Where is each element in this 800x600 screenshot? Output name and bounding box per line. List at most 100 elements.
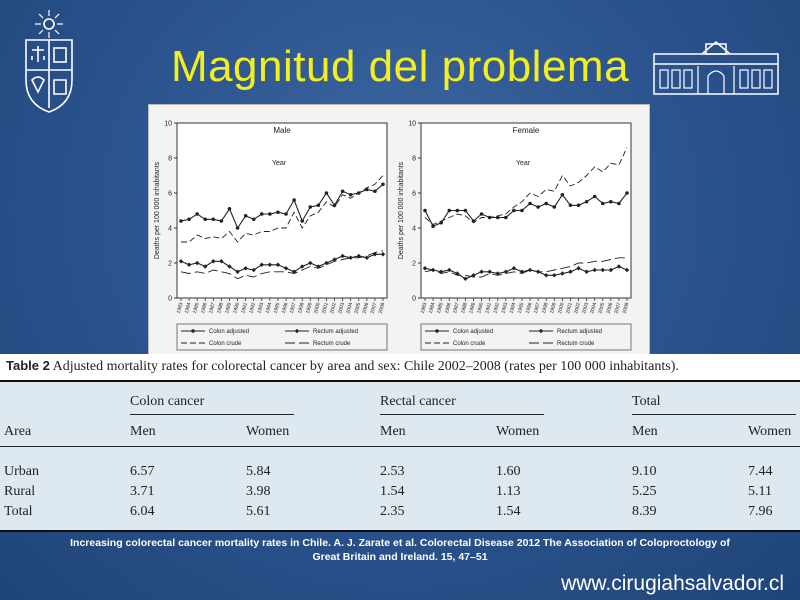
data-point [356,253,361,259]
header-rule [0,446,800,447]
website-url[interactable]: www.cirugiahsalvador.cl [561,572,784,595]
data-point [584,199,589,204]
data-point [576,266,581,271]
x-tick-label: 1988 [216,302,225,315]
x-tick-label: 1992 [248,302,257,315]
data-point [600,201,605,206]
data-point [487,269,492,274]
data-point [195,212,199,216]
table-cell: 3.71 [130,484,155,499]
x-tick-label: 2008 [378,302,387,315]
table-cell: 1.54 [380,484,405,499]
column-header: Men [632,424,658,439]
y-tick-label: 2 [168,261,172,268]
x-tick-label: 1993 [501,302,510,315]
data-point [495,271,500,276]
slide-title: Magnitud del problema [170,42,630,91]
group-rule-total [632,414,796,415]
data-point [447,267,452,273]
table-cell: Total [4,504,33,519]
y-tick-label: 8 [412,156,416,163]
chart-title: Male [273,126,291,135]
data-point [203,264,208,269]
column-header: Men [130,424,156,439]
x-tick-label: 2000 [313,302,322,315]
data-point [576,203,581,208]
data-point [300,219,304,223]
x-tick-label: 2006 [606,302,615,315]
legend-label: Rectum adjusted [313,329,358,335]
column-header: Women [748,424,792,439]
x-tick-label: 1991 [240,302,249,315]
x-tick-label: 2005 [598,302,607,315]
x-tick-label: 1987 [208,302,217,315]
data-point [251,217,256,222]
table-cell: 6.04 [130,504,155,519]
data-point [544,201,548,206]
x-tick-label: 1986 [200,302,209,315]
data-point [536,205,540,209]
x-tick-label: 1984 [428,302,437,315]
series-line [181,175,384,243]
x-tick-label: 2002 [573,302,582,315]
column-header: Women [496,424,540,439]
data-point [471,273,476,278]
data-point [211,217,216,222]
data-point [560,271,565,276]
group-header-colon: Colon cancer [130,394,205,409]
y-tick-label: 6 [412,191,416,198]
legend-label: Rectum crude [313,341,351,347]
x-tick-label: 2002 [329,302,338,315]
x-tick-label: 1998 [297,302,306,315]
data-point [219,259,224,264]
data-point [423,208,427,213]
data-point [504,215,508,220]
y-tick-label: 6 [168,191,172,198]
x-tick-label: 1997 [533,302,542,315]
data-point [194,260,200,266]
group-rule-rectal [380,414,544,415]
x-tick-label: 1983 [420,302,429,315]
x-tick-label: 2008 [622,302,631,315]
data-point [512,208,516,213]
table-caption-text: Adjusted mortality rates for colorectal … [52,359,679,374]
table-cell: 2.53 [380,464,405,479]
legend-box [420,323,632,351]
data-point [381,182,385,187]
x-tick-label: 2007 [370,302,379,315]
data-point [479,212,484,216]
data-point [528,201,532,206]
x-tick-label: 1988 [460,302,469,315]
data-point [243,266,248,271]
x-tick-label: 1985 [192,302,201,315]
x-tick-label: 1987 [452,302,461,315]
data-point [227,264,232,269]
x-tick-label: 1999 [549,302,558,315]
y-tick-label: 0 [168,296,172,303]
legend-label: Colon adjusted [209,329,249,335]
data-point [291,269,297,274]
data-point [463,276,468,281]
x-tick-label: 1985 [436,302,445,315]
legend-marker [191,329,195,333]
y-tick-label: 2 [412,261,416,268]
y-tick-label: 10 [408,121,416,128]
data-point [373,189,377,194]
x-tick-label: 2000 [557,302,566,315]
y-axis-label: Deaths per 100 000 inhabitants [398,161,405,259]
data-point [609,199,613,204]
x-tick-label: 1990 [476,302,485,315]
legend-label: Rectum crude [557,341,595,347]
x-tick-label: 2003 [337,302,346,315]
data-point [422,266,428,271]
data-point [380,252,386,257]
x-tick-label: 2005 [354,302,363,315]
data-point [340,253,345,259]
data-point [495,215,500,220]
x-tick-label: 1994 [265,302,274,315]
data-point [511,266,517,271]
data-point [348,192,353,197]
data-point [235,269,240,274]
data-point [340,189,345,194]
x-tick-label: 1998 [541,302,550,315]
